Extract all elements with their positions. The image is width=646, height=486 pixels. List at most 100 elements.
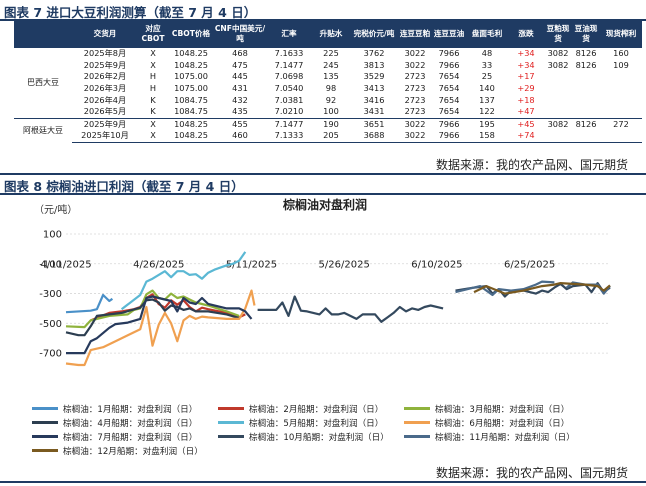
- table-cell: 190: [312, 117, 350, 131]
- table-cell: [600, 83, 642, 95]
- table-cell: 460: [214, 130, 266, 143]
- table-cell: [544, 83, 572, 95]
- table-cell: X: [150, 59, 156, 70]
- table-cell: H: [149, 83, 157, 94]
- legend-label: 棕榈油：5月船期：对盘利润（日）: [249, 417, 383, 429]
- table-cell: 245: [323, 59, 339, 70]
- table-cell: 2025年8月: [83, 48, 127, 59]
- table-header-cell: 连豆豆油: [432, 20, 466, 48]
- y-tick-label: -500: [39, 319, 62, 330]
- table-cell: 7.0381: [274, 94, 304, 105]
- table-cell: +34: [517, 59, 535, 70]
- table-caption: 图表 7 进口大豆利润测算（截至 7 月 4 日）: [4, 5, 257, 20]
- table-cell: [600, 106, 642, 118]
- table-cell: 2723: [404, 71, 426, 82]
- table-cell: 2026年3月: [83, 83, 127, 94]
- table-header-row: 交货月 对应CBOT CBOT价格 CNF中国美元/吨 汇率 升贴水 完税价元/吨 连豆豆粕连…: [14, 20, 642, 48]
- table-cell: 3022: [398, 117, 432, 131]
- table-cell: 7654: [438, 94, 460, 105]
- table-row: 2026年4月 K 1084.75 432 7.0381 92 3416 2723 7654 13…: [14, 94, 642, 106]
- table-bottom-rule: [0, 173, 646, 175]
- table-cell: 7.0698: [274, 71, 304, 82]
- series-line-1: [65, 293, 114, 314]
- table-cell: [600, 130, 642, 143]
- legend-label: 棕榈油：2月船期：对盘利润（日）: [249, 403, 383, 415]
- table-cell: 225: [323, 48, 339, 59]
- table-cell: 1084.75: [174, 106, 208, 117]
- table-cell: 1048.25: [168, 117, 214, 131]
- table-cell: 431: [232, 83, 248, 94]
- table-cell: 1075.00: [174, 83, 208, 94]
- table-cell: +17: [517, 71, 535, 82]
- table-cell: 7966: [438, 59, 460, 70]
- table-cell: 3022: [404, 48, 426, 59]
- legend-label: 棕榈油：3月船期：对盘利润（日）: [435, 403, 569, 415]
- table-cell: 122: [479, 106, 495, 117]
- table-cell: +18: [517, 94, 535, 105]
- table-cell: 3813: [363, 59, 385, 70]
- series-line-7: [66, 295, 253, 355]
- series-line-4: [65, 298, 240, 337]
- table-cell: 432: [232, 94, 248, 105]
- table-cell: [600, 94, 642, 106]
- x-tick-label: 6/10/2025: [411, 259, 462, 270]
- chart-top-rule: [0, 193, 646, 195]
- table-row: 阿根廷大豆 2025年9月 X 1048.25 455 7.1477 190 3651 3022…: [14, 117, 642, 143]
- table-cell: 7.1477: [266, 117, 312, 131]
- table-cell: X: [150, 48, 156, 59]
- table-cell: 8126: [572, 117, 600, 131]
- table-cell: [572, 83, 600, 95]
- table-header-cell: 盘面毛利: [466, 20, 508, 48]
- table-header-cell: 豆油现货: [572, 20, 600, 48]
- table-row: 2026年3月 H 1075.00 431 7.0540 98 3413 2723 7654 14…: [14, 83, 642, 95]
- series-lines: [65, 251, 611, 367]
- table-cell: +29: [517, 83, 535, 94]
- table-cell: 195: [466, 117, 508, 131]
- series-line-6: [65, 289, 256, 367]
- table-cell: 468: [232, 48, 248, 59]
- table-header-cell: CBOT价格: [168, 20, 214, 48]
- table-cell: 3688: [350, 130, 398, 143]
- y-axis-ticks: 100 -100 -300 -500 -700: [39, 230, 62, 360]
- table-header-cell: 豆粕现货: [544, 20, 572, 48]
- table-origin-cell: 阿根廷大豆: [14, 117, 72, 143]
- x-tick-label: 5/11/2025: [226, 259, 277, 270]
- table-cell: 2723: [404, 83, 426, 94]
- table-header-cell: 现货榨利: [600, 20, 642, 48]
- table-cell: 100: [323, 106, 339, 117]
- table-header-cell: 完税价元/吨: [350, 20, 398, 48]
- table-row: 2026年2月 H 1075.00 445 7.0698 135 3529 2723 7654 2…: [14, 71, 642, 83]
- legend-label: 棕榈油：10月船期：对盘利润（日）: [249, 431, 389, 443]
- table-source: 数据来源：我的农产品网、国元期货: [435, 158, 628, 172]
- table-header-cell: 升贴水: [312, 20, 350, 48]
- table-cell: 2026年5月: [83, 106, 127, 117]
- table-cell: +45: [508, 117, 544, 131]
- table-cell: 7654: [438, 106, 460, 117]
- legend-label: 棕榈油：1月船期：对盘利润（日）: [63, 403, 197, 415]
- table-row: 2025年10月 X 1048.25 460 7.1333 205 3688 3022 7966…: [14, 130, 642, 143]
- table-row: 2026年5月 K 1084.75 435 7.0210 100 3431 2723 7654 1…: [14, 106, 642, 118]
- table-cell: [572, 106, 600, 118]
- table-cell: 3022: [398, 130, 432, 143]
- table-cell: 135: [323, 71, 339, 82]
- table-cell: 3082: [547, 48, 569, 59]
- table-cell: 3413: [363, 83, 385, 94]
- table-cell: 48: [481, 48, 493, 59]
- table-cell: 7966: [432, 117, 466, 131]
- legend-label: 棕榈油：6月船期：对盘利润（日）: [435, 417, 569, 429]
- table-cell: +47: [517, 106, 535, 117]
- table-cell: 2026年2月: [83, 71, 127, 82]
- legend-label: 棕榈油：7月船期：对盘利润（日）: [63, 431, 197, 443]
- table-cell: 2723: [404, 94, 426, 105]
- table-cell: 1075.00: [174, 71, 208, 82]
- chart-source: 数据来源：我的农产品网、国元期货: [435, 466, 628, 480]
- table-cell: [544, 71, 572, 83]
- table-cell: 2025年9月: [83, 59, 127, 70]
- table-cell: 7654: [438, 71, 460, 82]
- table-cell: 3762: [363, 48, 385, 59]
- y-tick-label: -700: [39, 349, 62, 360]
- table-cell: 2026年4月: [83, 94, 127, 105]
- table-cell: +74: [508, 130, 544, 143]
- table-origin-cell: 巴西大豆: [27, 78, 59, 88]
- table-header-cell: 涨跌: [508, 20, 544, 48]
